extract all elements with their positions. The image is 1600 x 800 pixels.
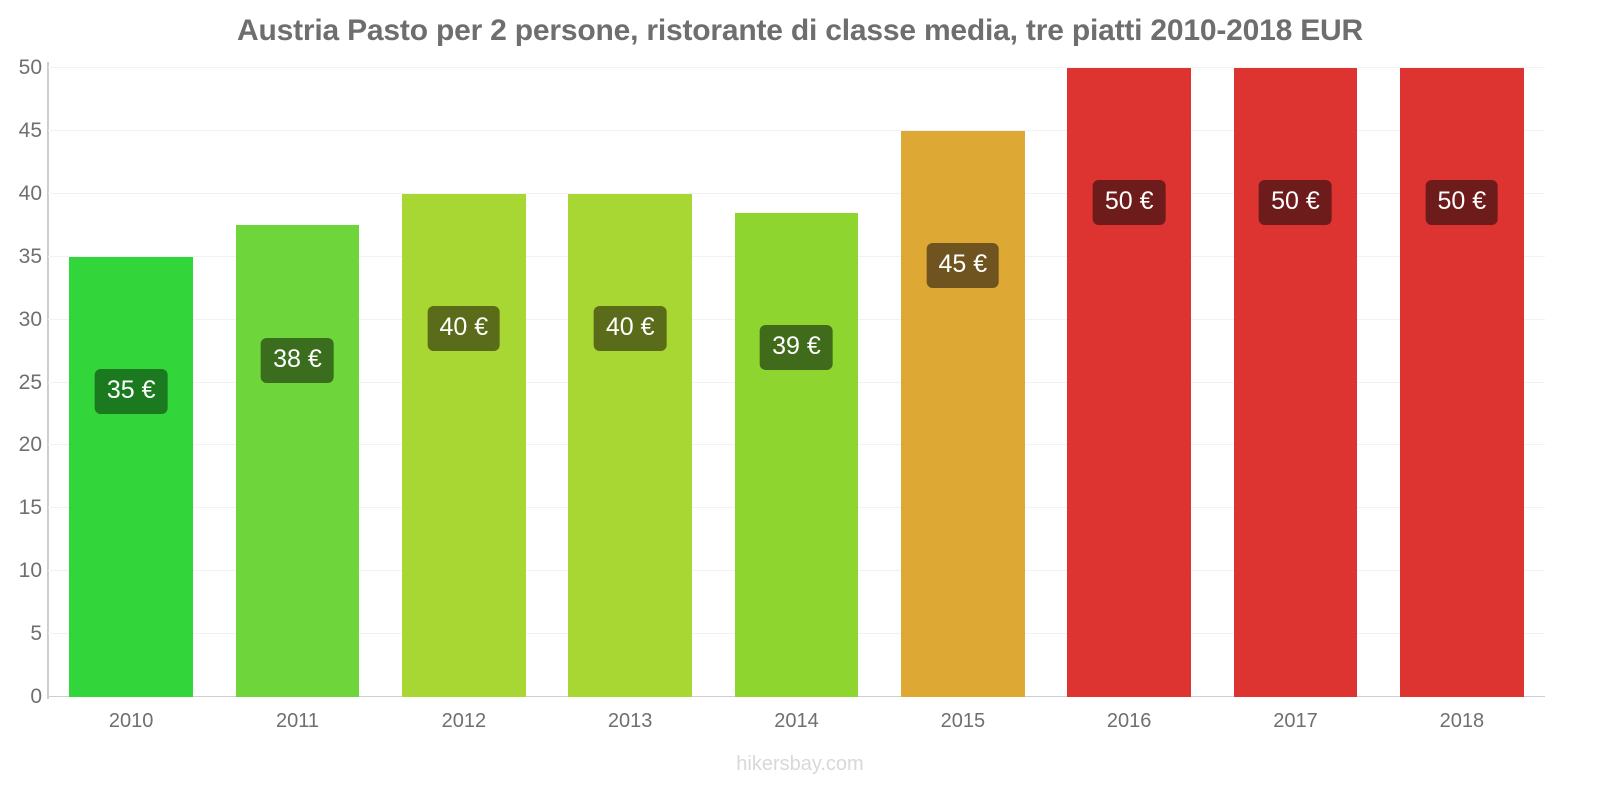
bar-value-label-2011: 38 € bbox=[261, 337, 334, 383]
x-tick-label-2018: 2018 bbox=[1439, 710, 1485, 732]
y-tick-label: 45 bbox=[18, 118, 42, 142]
y-tick-label: 20 bbox=[18, 433, 42, 457]
bar-2016[interactable]: 50 € bbox=[1067, 68, 1192, 697]
x-tick-label-2012: 2012 bbox=[441, 710, 487, 732]
y-axis-line bbox=[47, 62, 49, 699]
bar-value-label-2016: 50 € bbox=[1092, 180, 1166, 226]
y-tick-label: 25 bbox=[18, 370, 42, 394]
x-tick-label-2017: 2017 bbox=[1273, 710, 1318, 732]
x-tick-label-2014: 2014 bbox=[774, 710, 819, 732]
x-tick-label-2010: 2010 bbox=[108, 710, 154, 732]
y-tick-label: 50 bbox=[18, 56, 42, 79]
y-tick-label: 0 bbox=[30, 685, 42, 708]
bar-value-label-2015: 45 € bbox=[926, 243, 1000, 289]
bar-value-label-2018: 50 € bbox=[1425, 180, 1499, 226]
chart-title: Austria Pasto per 2 persone, ristorante … bbox=[237, 14, 1363, 47]
x-tick-label-2011: 2011 bbox=[275, 710, 320, 732]
bar-2018[interactable]: 50 € bbox=[1399, 68, 1524, 697]
gridline bbox=[48, 67, 1545, 68]
x-tick-label-2016: 2016 bbox=[1106, 710, 1152, 732]
bar-value-label-2014: 39 € bbox=[760, 324, 833, 370]
gridline bbox=[48, 192, 1545, 194]
bar-value-label-2010: 35 € bbox=[94, 368, 168, 414]
x-tick-label-2015: 2015 bbox=[940, 710, 986, 732]
y-tick-label: 5 bbox=[30, 622, 42, 646]
bar-2017[interactable]: 50 € bbox=[1233, 68, 1358, 697]
bar-2014[interactable]: 39 € bbox=[734, 212, 859, 697]
bar-value-label-2017: 50 € bbox=[1259, 180, 1332, 226]
y-tick-label: 35 bbox=[18, 244, 42, 268]
bar-2010[interactable]: 35 € bbox=[69, 256, 194, 697]
y-tick-label: 40 bbox=[18, 181, 42, 205]
plot-area: 35 € 38 € 40 € 40 € 39 € 45 € 50 € 50 € 50 € bbox=[48, 67, 1545, 697]
bar-2013[interactable]: 40 € bbox=[568, 193, 693, 697]
bar-value-label-2013: 40 € bbox=[593, 306, 667, 352]
y-tick-label: 15 bbox=[18, 496, 42, 520]
bar-2015[interactable]: 45 € bbox=[900, 130, 1025, 697]
bar-value-label-2012: 40 € bbox=[427, 306, 501, 352]
source-attribution: hikersbay.com bbox=[736, 753, 864, 775]
bar-2011[interactable]: 38 € bbox=[235, 225, 360, 697]
x-tick-label-2013: 2013 bbox=[607, 710, 653, 732]
gridline bbox=[48, 129, 1545, 131]
y-tick-label: 30 bbox=[18, 307, 42, 331]
bar-2012[interactable]: 40 € bbox=[401, 193, 526, 697]
y-tick-label: 10 bbox=[18, 559, 42, 583]
